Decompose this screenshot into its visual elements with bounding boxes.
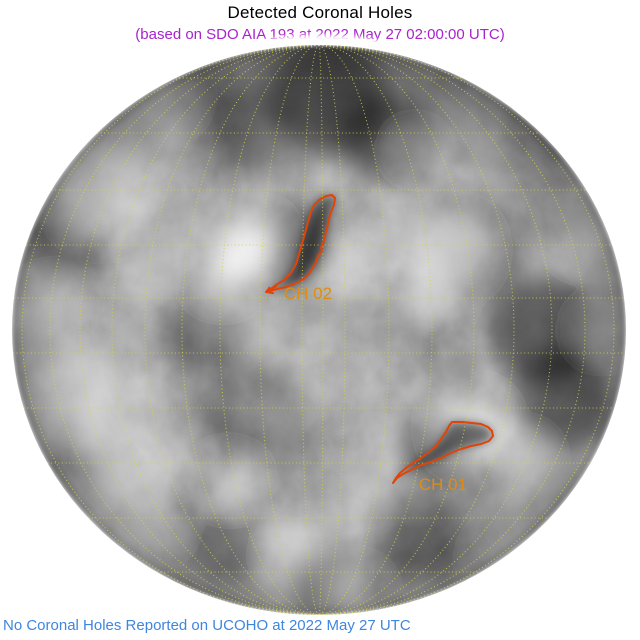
grid-longitude-line <box>111 45 320 615</box>
grid-longitude-line <box>318 45 586 615</box>
coronal-hole-label: CH 02 <box>284 284 332 303</box>
grid-longitude-line <box>318 45 615 615</box>
coronal-hole-outline <box>392 421 494 484</box>
figure-subtitle: (based on SDO AIA 193 at 2022 May 27 02:… <box>135 26 505 43</box>
grid-longitude-line <box>144 45 320 615</box>
grid-longitude-line <box>318 45 475 615</box>
coronal-hole-label: CH 01 <box>419 475 467 494</box>
grid-longitude-line <box>318 45 324 615</box>
coronal-hole-pointer <box>265 285 278 294</box>
grid-longitude-line <box>79 45 320 615</box>
coronal-hole-annotations: CH 01 CH 02 <box>265 194 494 494</box>
status-text: No Coronal Holes Reported on UCOHO at 20… <box>3 617 411 634</box>
grid-longitude-line <box>318 45 346 615</box>
figure-title: Detected Coronal Holes <box>227 3 413 22</box>
limb-soft-edge <box>2 35 636 625</box>
grid-longitude-line <box>318 45 433 615</box>
coronal-hole-outline <box>267 194 336 292</box>
heliographic-grid <box>13 45 625 615</box>
grid-longitude-line <box>318 45 553 615</box>
